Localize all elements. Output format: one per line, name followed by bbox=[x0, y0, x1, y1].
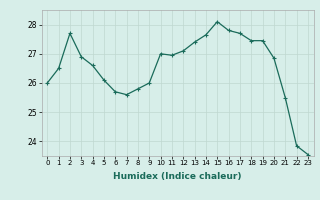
X-axis label: Humidex (Indice chaleur): Humidex (Indice chaleur) bbox=[113, 172, 242, 181]
